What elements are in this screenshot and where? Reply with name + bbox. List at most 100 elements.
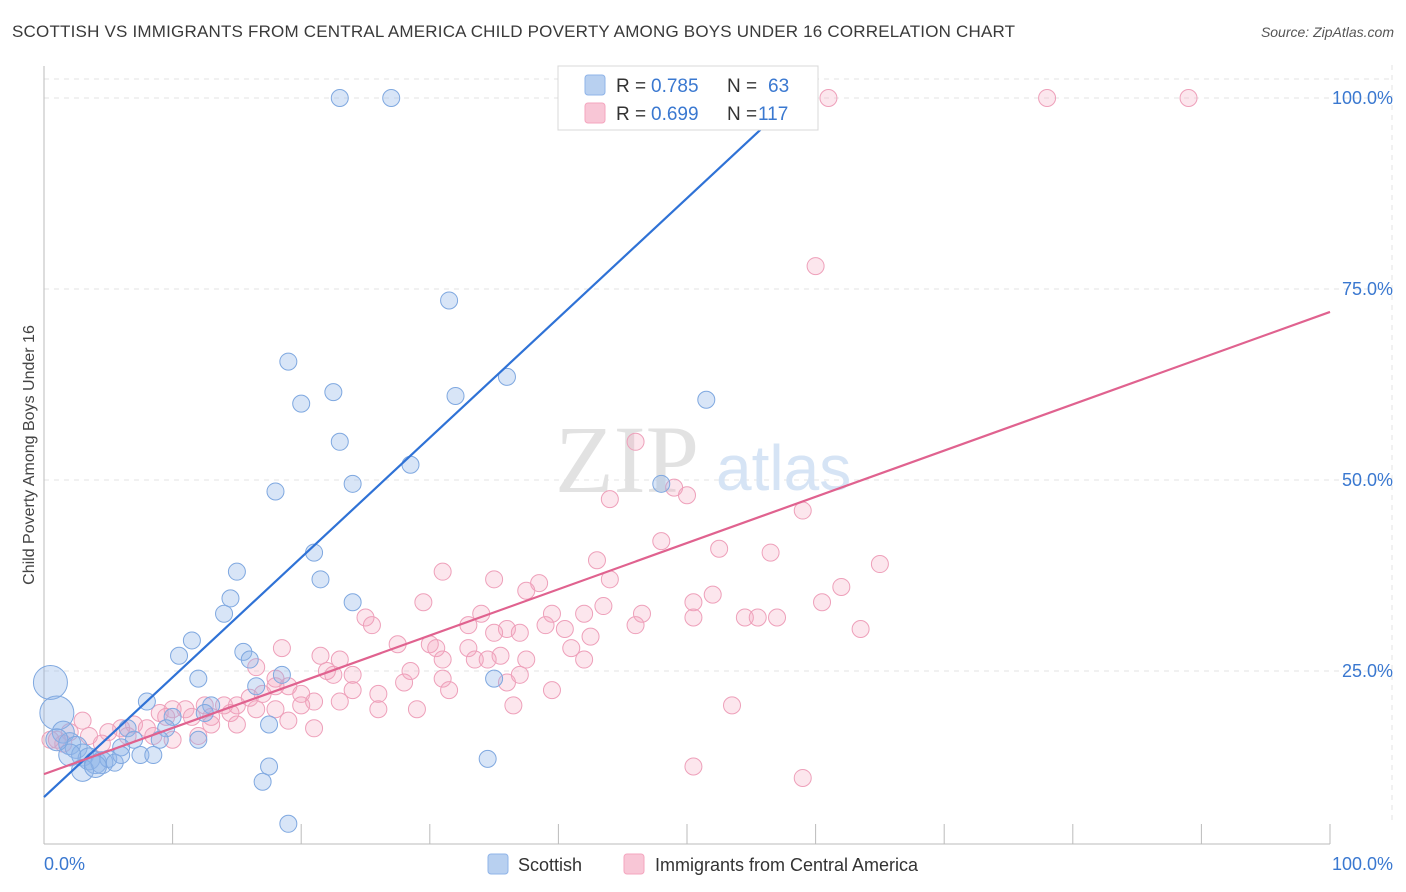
scottish-point bbox=[343, 474, 362, 493]
scottish-point bbox=[144, 746, 163, 765]
immigrants-point bbox=[600, 490, 619, 509]
trend-lines bbox=[43, 89, 1331, 798]
immigrants-point bbox=[870, 555, 889, 574]
scottish-point bbox=[311, 570, 330, 589]
immigrants-point bbox=[440, 681, 459, 700]
immigrants-point bbox=[311, 646, 330, 665]
chart-title: SCOTTISH VS IMMIGRANTS FROM CENTRAL AMER… bbox=[12, 22, 1016, 41]
immigrants-point bbox=[723, 696, 742, 715]
watermark-zip: ZIP bbox=[555, 406, 699, 513]
immigrants-point bbox=[1038, 89, 1057, 107]
immigrants-point bbox=[761, 543, 780, 562]
legend-swatch-scottish bbox=[584, 74, 606, 96]
immigrants-point bbox=[684, 593, 703, 612]
legend-n-immigrants: 117 bbox=[758, 104, 788, 125]
immigrants-point bbox=[433, 669, 452, 688]
y-axis-label: Child Poverty Among Boys Under 16 bbox=[21, 325, 38, 585]
legend-r-scottish: 0.785 bbox=[651, 76, 699, 97]
scottish-point bbox=[260, 757, 279, 776]
immigrants-point bbox=[832, 577, 851, 596]
axes bbox=[43, 66, 1331, 845]
immigrants-point bbox=[581, 627, 600, 646]
y-tick-label: 75.0% bbox=[1342, 279, 1393, 299]
bottom-legend-swatch-immigrants bbox=[623, 853, 645, 875]
immigrants-point bbox=[594, 597, 613, 616]
immigrants-point bbox=[189, 726, 208, 745]
immigrants-point bbox=[555, 619, 574, 638]
scottish-point bbox=[652, 474, 671, 493]
immigrants-point bbox=[626, 432, 645, 451]
scottish-point bbox=[45, 728, 69, 752]
immigrants-point bbox=[99, 723, 118, 742]
immigrants-point bbox=[202, 715, 221, 734]
legend-n-scottish: 63 bbox=[768, 76, 789, 97]
immigrants-point bbox=[626, 616, 645, 635]
immigrants-point bbox=[684, 757, 703, 776]
immigrants-point bbox=[793, 768, 812, 787]
scottish-point bbox=[240, 650, 259, 669]
x-tick-label: 0.0% bbox=[44, 854, 85, 874]
scottish-point bbox=[279, 814, 298, 833]
immigrants-point bbox=[433, 562, 452, 581]
scottish-point bbox=[324, 383, 343, 402]
immigrants-point bbox=[485, 623, 504, 642]
x-tick-labels: 0.0% 100.0% bbox=[44, 854, 1393, 874]
scottish-point bbox=[260, 715, 279, 734]
immigrants-point bbox=[504, 696, 523, 715]
immigrants-point bbox=[748, 608, 767, 627]
immigrants-point bbox=[735, 608, 754, 627]
immigrants-point bbox=[395, 673, 414, 692]
immigrants-point bbox=[485, 570, 504, 589]
immigrants-point bbox=[292, 696, 311, 715]
scottish-point bbox=[440, 291, 459, 310]
immigrants-point bbox=[330, 692, 349, 711]
immigrants-point bbox=[542, 604, 561, 623]
scottish-point bbox=[253, 772, 272, 791]
immigrants-point bbox=[343, 665, 362, 684]
scottish-point bbox=[163, 707, 182, 726]
legend-n-label: N = bbox=[727, 104, 757, 125]
immigrants-point bbox=[768, 608, 787, 627]
scottish-point bbox=[446, 386, 465, 405]
immigrants-point bbox=[465, 650, 484, 669]
immigrants-point bbox=[684, 608, 703, 627]
scottish-point bbox=[382, 89, 401, 107]
scottish-point bbox=[131, 746, 150, 765]
scottish-point bbox=[150, 730, 169, 749]
scottish-point bbox=[279, 352, 298, 371]
immigrants-trend-line bbox=[43, 310, 1331, 776]
scottish-trend-line bbox=[43, 89, 804, 798]
immigrants-point bbox=[652, 532, 671, 551]
scottish-point bbox=[189, 669, 208, 688]
y-tick-labels: 25.0% 50.0% 75.0% 100.0% bbox=[1332, 88, 1393, 681]
immigrants-point bbox=[562, 639, 581, 658]
immigrants-point bbox=[369, 700, 388, 719]
scottish-point bbox=[266, 482, 285, 501]
immigrants-point bbox=[536, 616, 555, 635]
immigrants-point bbox=[1179, 89, 1198, 107]
scottish-point bbox=[330, 89, 349, 107]
immigrants-point bbox=[401, 662, 420, 680]
immigrants-point bbox=[356, 608, 375, 627]
y-tick-label: 25.0% bbox=[1342, 661, 1393, 681]
immigrants-point bbox=[266, 700, 285, 719]
scottish-point bbox=[189, 730, 208, 749]
scottish-point bbox=[343, 593, 362, 612]
immigrants-point bbox=[575, 604, 594, 623]
immigrants-point bbox=[587, 551, 606, 570]
scottish-point bbox=[401, 455, 420, 474]
scottish-point bbox=[182, 631, 201, 650]
y-tick-label: 100.0% bbox=[1332, 88, 1393, 108]
scottish-point bbox=[292, 394, 311, 413]
scottish-point bbox=[234, 642, 253, 661]
legend-r-label: R = bbox=[616, 104, 646, 125]
immigrants-point bbox=[279, 711, 298, 730]
legend-r-label: R = bbox=[616, 76, 646, 97]
scottish-point bbox=[32, 664, 68, 700]
immigrants-point bbox=[517, 650, 536, 669]
bottom-legend-scottish: Scottish bbox=[518, 855, 582, 875]
scottish-point bbox=[485, 669, 504, 688]
immigrants-point bbox=[542, 681, 561, 700]
immigrants-point bbox=[459, 639, 478, 658]
